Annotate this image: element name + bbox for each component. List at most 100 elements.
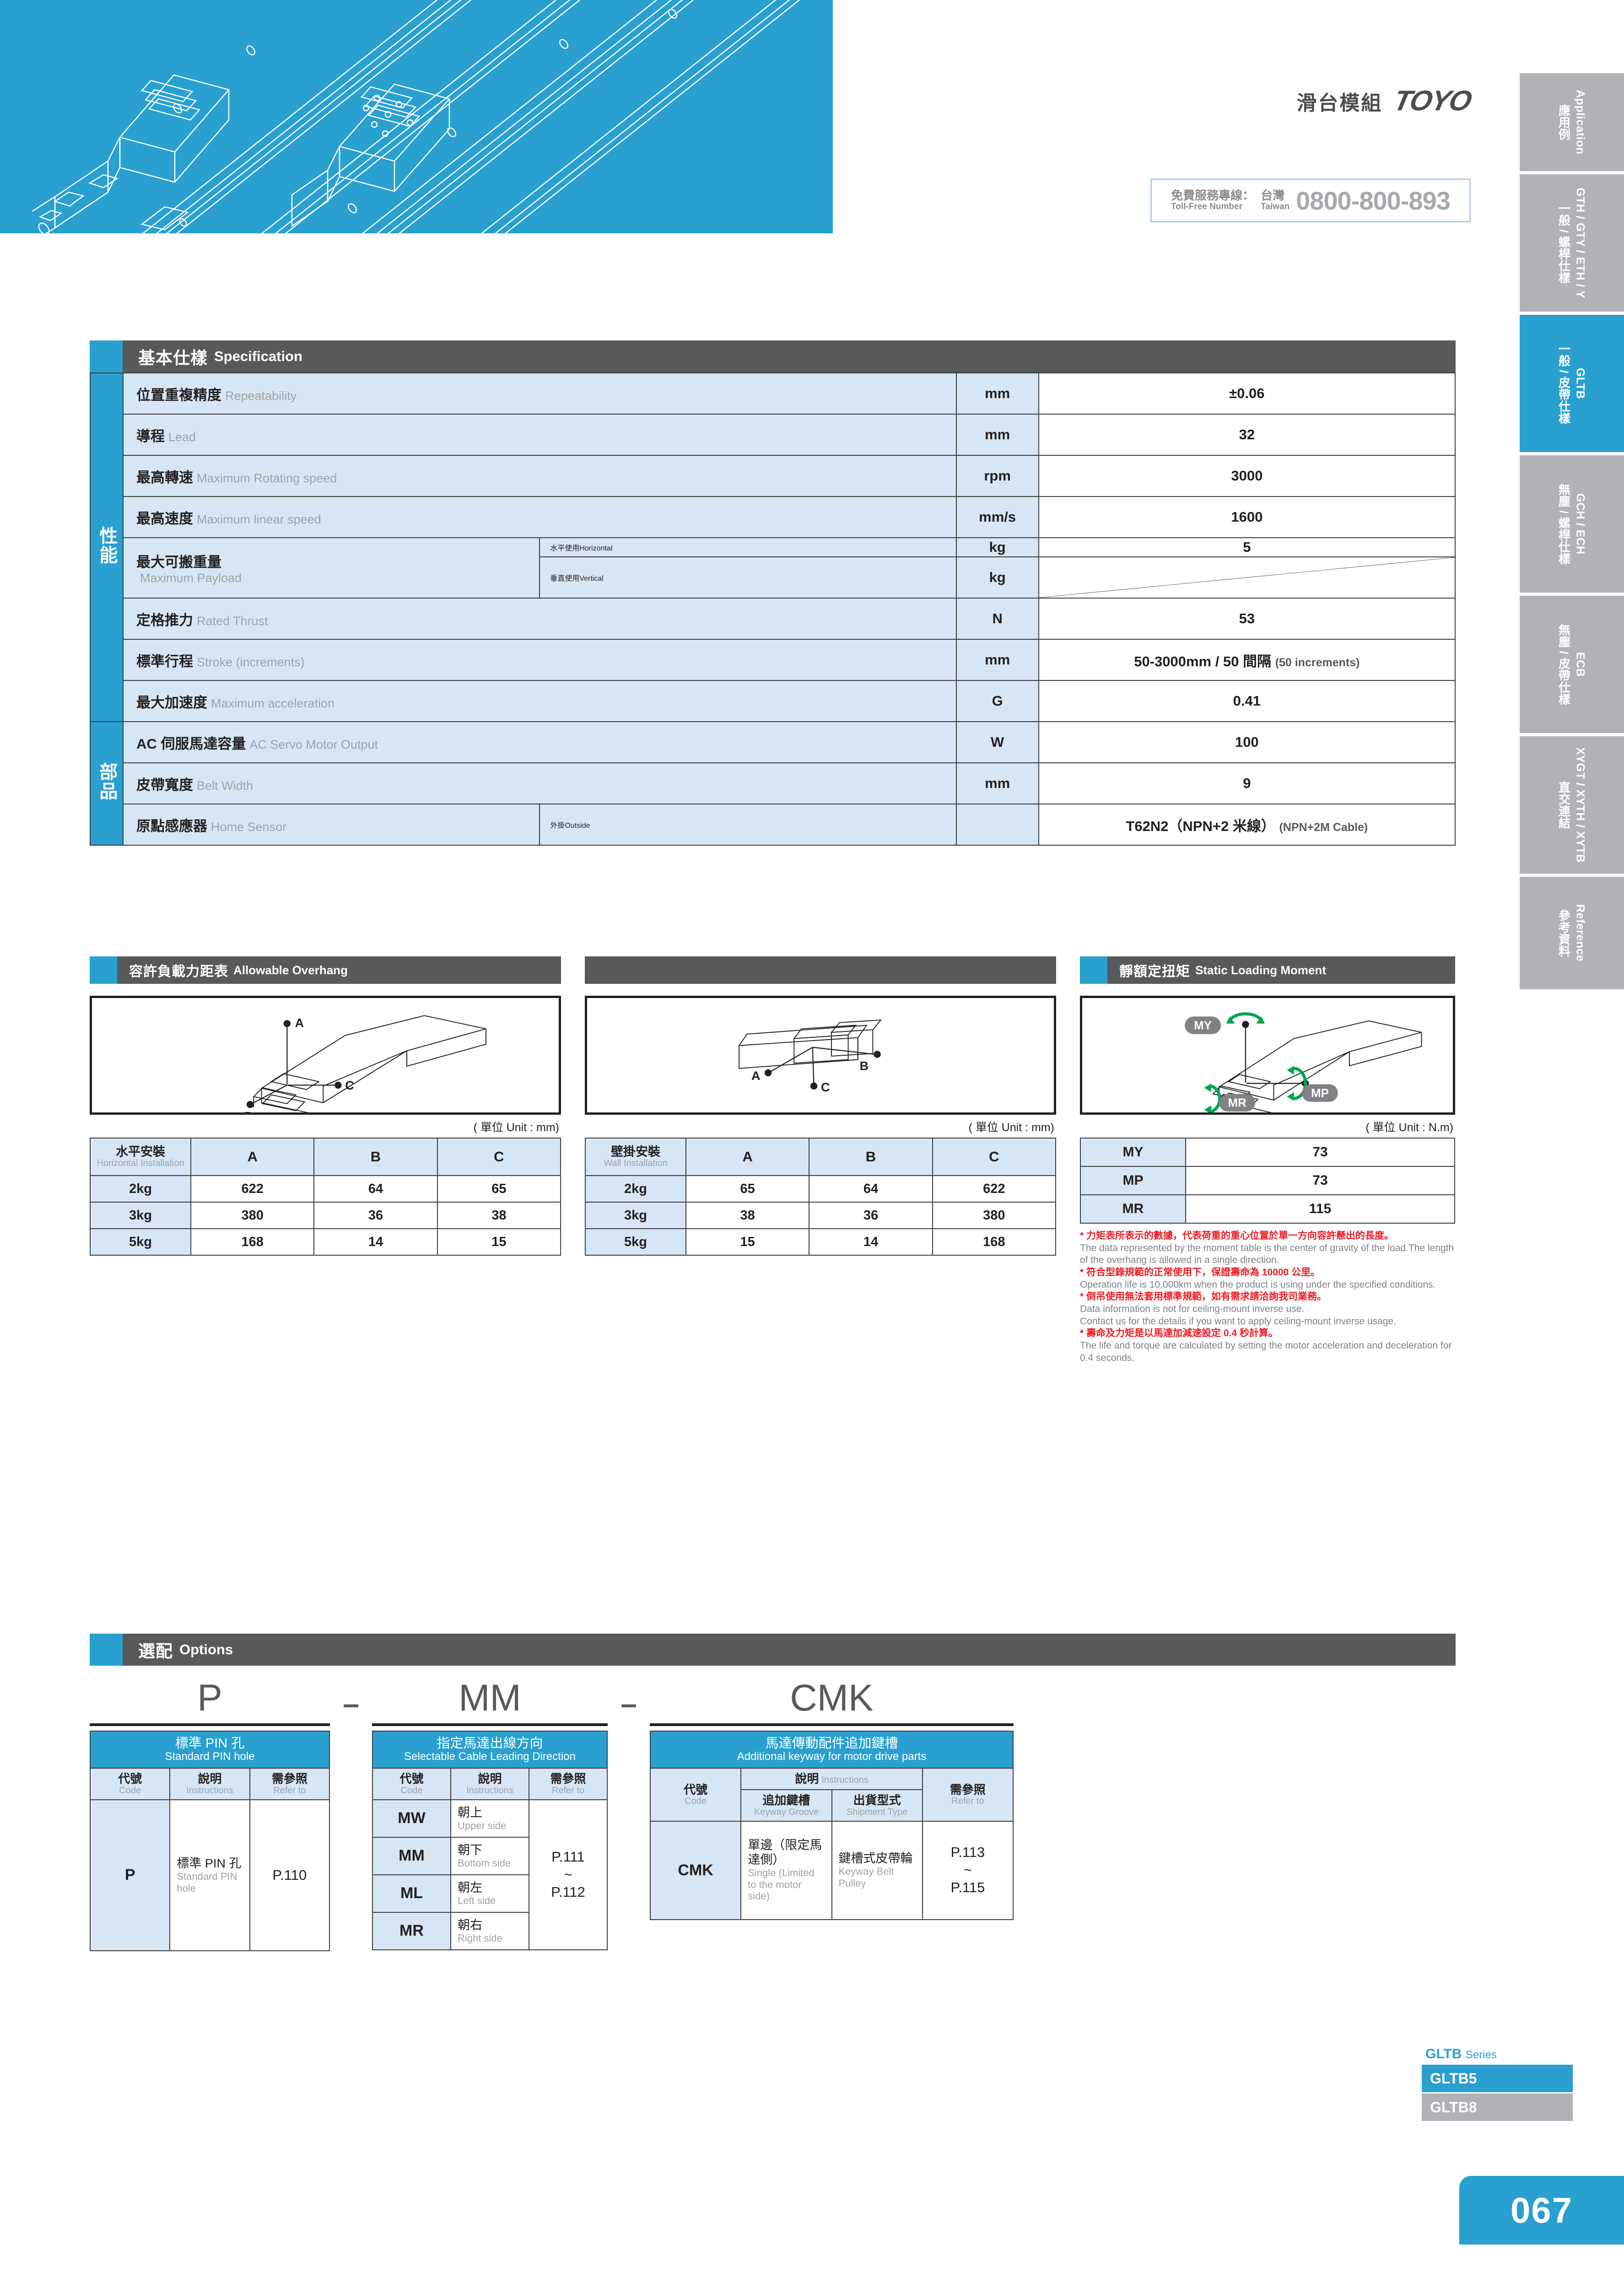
options-group-title-en: Additional keyway for motor drive parts [737, 1750, 927, 1763]
spec-label-en: Stroke (increments) [197, 655, 305, 669]
spec-unit: kg [955, 537, 1039, 557]
spec-unit: mm/s [955, 496, 1039, 538]
overhang-cell: 168 [190, 1228, 315, 1256]
spec-label-cn: 皮帶寬度 [136, 777, 193, 793]
options-code-heading: CMK [790, 1677, 874, 1719]
sidebar-tab-label-cn: 無塵 / 螺桿仕樣 [1557, 483, 1571, 565]
moment-row-label: MY [1080, 1138, 1186, 1167]
allowable-overhang-horizontal-panel: 容許負載力距表 Allowable Overhang [90, 956, 561, 1364]
moment-title-bar: 靜額定扭矩 Static Loading Moment [1080, 956, 1455, 984]
spec-value: 50-3000mm / 50 間隔 (50 increments) [1038, 639, 1456, 681]
options-code: ML [372, 1874, 451, 1913]
moment-title-cn: 靜額定扭矩 [1119, 964, 1190, 979]
spec-unit: W [955, 721, 1039, 763]
options-table-mm: 指定馬達出線方向 Selectable Cable Leading Direct… [372, 1730, 608, 1950]
options-group-title-cn: 指定馬達出線方向 [437, 1736, 543, 1751]
options-instruction: 標準 PIN 孔 Standard PIN hole [169, 1799, 250, 1951]
options-refer: P.111 ~ P.112 [529, 1799, 608, 1950]
overhang-row-label: 3kg [90, 1202, 191, 1229]
spec-sublabel-en: Outside [565, 822, 590, 830]
horizontal-overhang-diagram: A C B [244, 1015, 486, 1112]
overhang-column-header: C [932, 1138, 1057, 1176]
sidebar-tab-gltb[interactable]: 一般 / 皮帶仕樣 GLTB [1520, 315, 1624, 452]
options-col-header-instructions: 說明 Instructions [450, 1768, 529, 1800]
spec-label-en: Belt Width [197, 778, 254, 793]
options-title-bar: 選配 Options [90, 1634, 1456, 1666]
moment-value: 73 [1185, 1166, 1455, 1195]
overhang-head-cn: 水平安裝 [116, 1144, 165, 1159]
toll-free-label-cn: 免費服務專線： [1171, 189, 1255, 203]
series-item-gltb8[interactable]: GLTB8 [1422, 2094, 1573, 2121]
options-col-header-refer: 需參照 Refer to [529, 1768, 608, 1800]
allowable-overhang-wall-panel: A B C ( 單位 Unit : mm) 壁掛安裝 Wall Installa… [585, 956, 1057, 1364]
table-row: MR 115 [1080, 1194, 1455, 1224]
moment-value: 73 [1185, 1138, 1455, 1167]
spec-unit: kg [955, 556, 1039, 599]
spec-sublabel-cn: 垂直使用 [550, 575, 580, 583]
spec-sublabel-en: Horizontal [579, 545, 613, 552]
toll-free-number: 0800-800-893 [1296, 186, 1451, 215]
table-row: CMK 單邊（限定馬達側） Single (Limited to the moto… [649, 1820, 1014, 1920]
series-item-gltb5[interactable]: GLTB5 [1422, 2065, 1573, 2092]
options-code: CMK [649, 1820, 742, 1920]
spec-label-en: Lead [168, 430, 196, 444]
table-row: MM 朝下 Bottom side [372, 1836, 607, 1875]
spec-sublabel-en: Vertical [579, 575, 604, 583]
options-group-mm: MM 指定馬達出線方向 Selectable Cable Leading Dir… [372, 1679, 608, 1950]
spec-sublabel-cn: 水平使用 [550, 545, 580, 552]
options-col-header-code: 代號 Code [89, 1768, 171, 1800]
spec-group-performance: 性能 [90, 372, 124, 722]
options-shipment: 鍵槽式皮帶輪 Keyway Belt Pulley [831, 1820, 923, 1920]
specification-title-en: Specification [214, 348, 302, 364]
overhang-wall-figure: A B C [585, 996, 1056, 1115]
sidebar-tab-gch-ech[interactable]: 無塵 / 螺桿仕樣 GCH / ECH [1520, 455, 1624, 593]
options-subheader-keyway: 追加鍵槽 Keyway Groove [740, 1789, 832, 1822]
sidebar-tab-application[interactable]: 應用例 Application [1520, 73, 1624, 171]
overhang-unit-note-wall: ( 單位 Unit : mm) [968, 1121, 1055, 1134]
moment-note: Contact us for the details if you want t… [1080, 1316, 1397, 1327]
spec-label-cn: AC 伺服馬達容量 [136, 735, 246, 752]
moment-note: * 符合型錄規範的正常使用下，保證壽命為 10000 公里。 [1080, 1267, 1321, 1278]
spec-label-cn: 定格推力 [136, 612, 193, 628]
spec-row-label: 位置重複精度 Repeatability [123, 372, 957, 415]
spec-label-cn: 導程 [136, 428, 165, 444]
overhang-cell: 38 [685, 1202, 810, 1229]
sidebar-tab-xygt-xyth-xytb[interactable]: 直交連結 XYGT / XYTH / XYTB [1520, 736, 1624, 874]
options-group-title-cn: 馬達傳動配件追加鍵槽 [765, 1736, 898, 1751]
svg-text:B: B [244, 1109, 253, 1112]
sidebar-tab-label-en: Application [1574, 90, 1587, 155]
spec-label-cn: 位置重複精度 [136, 387, 221, 403]
overhang-title-en: Allowable Overhang [233, 963, 348, 977]
options-group-title: 馬達傳動配件追加鍵槽 Additional keyway for motor d… [650, 1730, 1014, 1769]
specification-title-cn: 基本仕樣 [138, 349, 208, 367]
svg-text:C: C [821, 1080, 830, 1094]
overhang-cell: 14 [809, 1228, 933, 1256]
overhang-cell: 14 [313, 1228, 438, 1256]
spec-value: ±0.06 [1038, 372, 1456, 415]
spec-label-cn: 原點感應器 [136, 818, 207, 834]
page-number: 067 [1459, 2176, 1624, 2245]
specification-title-bar: 基本仕樣 Specification [90, 340, 1456, 372]
moment-row-label: MR [1080, 1194, 1186, 1224]
moment-title-en: Static Loading Moment [1195, 963, 1326, 977]
title-accent-square [90, 340, 123, 372]
spec-label-en: Maximum Payload [140, 571, 242, 585]
table-row: 5kg 168 14 15 [90, 1228, 561, 1256]
options-code-tables: P 標準 PIN 孔 Standard PIN hole 代號 Code 說明 In… [89, 1677, 1456, 1951]
options-col-header-instructions: 說明 Instructions [740, 1768, 923, 1790]
spec-value: T62N2（NPN+2 米線） (NPN+2M Cable) [1038, 804, 1456, 846]
spec-row-label: 原點感應器 Home Sensor [122, 804, 540, 846]
wall-overhang-diagram: A B C [738, 1019, 882, 1094]
section-nav-tabs[interactable]: 應用例 Application 一般 / 螺桿仕樣 GTH / GTY / ET… [1520, 73, 1624, 993]
options-code: P [89, 1799, 171, 1951]
options-col-header-refer: 需參照 Refer to [922, 1768, 1014, 1822]
sidebar-tab-gth-gty-eth-y[interactable]: 一般 / 螺桿仕樣 GTH / GTY / ETH / Y [1520, 174, 1624, 312]
linear-guide-illustration [32, 0, 800, 233]
sidebar-tab-ecb[interactable]: 無塵 / 皮帶仕樣 ECB [1520, 596, 1624, 733]
spec-label-en: Maximum Rotating speed [197, 471, 337, 485]
mp-label: MP [1302, 1084, 1338, 1102]
sidebar-tab-label-en: Reference [1574, 904, 1587, 962]
sidebar-tab-reference[interactable]: 參考資料 Reference [1520, 877, 1624, 989]
overhang-column-header: A [685, 1138, 810, 1176]
overhang-row-label: 2kg [90, 1175, 191, 1203]
